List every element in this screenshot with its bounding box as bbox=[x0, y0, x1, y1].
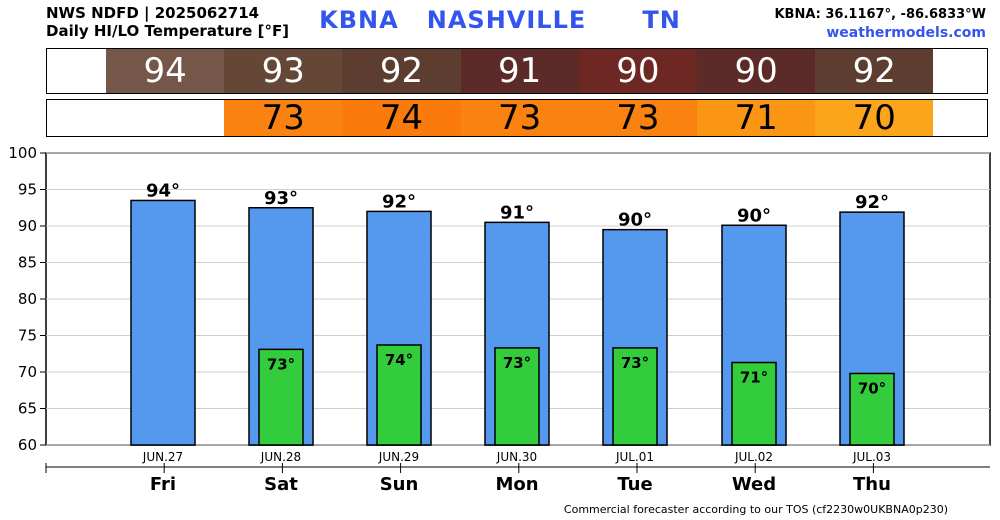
lo-temp-cell-1: 73 bbox=[224, 98, 343, 138]
lo-bar-label-3: 73° bbox=[503, 354, 531, 372]
lo-bar-label-2: 74° bbox=[385, 351, 413, 369]
ytick-label-65: 65 bbox=[18, 400, 37, 418]
lo-bar-4 bbox=[612, 347, 658, 446]
lo-temp-cell-5: 71 bbox=[697, 98, 816, 138]
header-info: NWS NDFD | 2025062714 Daily HI/LO Temper… bbox=[46, 4, 289, 40]
day-label-3: Mon bbox=[495, 474, 538, 495]
ytick-label-80: 80 bbox=[18, 290, 37, 308]
date-label-4: JUL.01 bbox=[615, 450, 654, 464]
ytick-label-100: 100 bbox=[8, 144, 37, 162]
date-label-0: JUN.27 bbox=[142, 450, 183, 464]
lo-temp-cell-2: 74 bbox=[342, 98, 461, 138]
hi-temp-cell-1: 93 bbox=[224, 49, 343, 93]
lo-temp-cell-0 bbox=[106, 100, 225, 136]
ytick-label-70: 70 bbox=[18, 363, 37, 381]
footer-note: Commercial forecaster according to our T… bbox=[563, 503, 948, 516]
ytick-label-85: 85 bbox=[18, 254, 37, 272]
temperature-chart: 60 65 70 75 80 85 90 95 100 94° JUN.27 Fri 93° 73° JUN… bbox=[8, 144, 991, 495]
lo-temp-cell-4: 73 bbox=[578, 98, 697, 138]
hi-bar-label-5: 90° bbox=[737, 205, 771, 226]
location-title: KBNA NASHVILLE TN bbox=[0, 6, 1000, 34]
station-id: KBNA bbox=[319, 6, 399, 34]
day-label-2: Sun bbox=[380, 474, 419, 495]
hi-bar-label-1: 93° bbox=[264, 188, 298, 209]
day-label-1: Sat bbox=[264, 474, 298, 495]
hi-temp-cell-0: 94 bbox=[106, 49, 225, 93]
hi-temp-cell-3: 91 bbox=[460, 49, 579, 93]
lo-bar-2 bbox=[376, 344, 422, 446]
hi-bar-label-2: 92° bbox=[382, 191, 416, 212]
date-label-1: JUN.28 bbox=[260, 450, 301, 464]
lo-temp-row: 73 74 73 73 71 70 bbox=[46, 98, 988, 138]
state-name: TN bbox=[642, 6, 681, 34]
day-label-6: Thu bbox=[853, 474, 891, 495]
lo-bar-label-4: 73° bbox=[621, 354, 649, 372]
lo-temp-cell-6: 70 bbox=[815, 98, 934, 138]
ytick-label-60: 60 bbox=[18, 436, 37, 454]
ytick-label-95: 95 bbox=[18, 181, 37, 199]
hi-bar-label-3: 91° bbox=[500, 202, 534, 223]
day-label-4: Tue bbox=[617, 474, 652, 495]
day-label-5: Wed bbox=[732, 474, 776, 495]
hi-temp-cell-2: 92 bbox=[342, 49, 461, 93]
hi-bar-label-6: 92° bbox=[855, 192, 889, 213]
lo-bar-label-1: 73° bbox=[267, 355, 295, 373]
hi-temp-row: 94 93 92 91 90 90 92 bbox=[46, 48, 988, 94]
header-right: KBNA: 36.1167°, -86.6833°W weathermodels… bbox=[774, 6, 986, 42]
day-label-0: Fri bbox=[150, 474, 176, 495]
coordinates: KBNA: 36.1167°, -86.6833°W bbox=[774, 7, 986, 22]
ytick-label-90: 90 bbox=[18, 217, 37, 235]
product-line: Daily HI/LO Temperature [°F] bbox=[46, 22, 290, 40]
lo-bar-3 bbox=[494, 347, 540, 446]
date-label-3: JUN.30 bbox=[496, 450, 537, 464]
lo-bar-5 bbox=[731, 361, 777, 446]
city-name: NASHVILLE bbox=[426, 6, 587, 34]
lo-bar-label-5: 71° bbox=[740, 369, 768, 387]
ytick-label-75: 75 bbox=[18, 327, 37, 345]
date-label-5: JUL.02 bbox=[734, 450, 773, 464]
site-link[interactable]: weathermodels.com bbox=[826, 25, 986, 41]
date-label-6: JUL.03 bbox=[852, 450, 891, 464]
source-line: NWS NDFD | 2025062714 bbox=[46, 4, 260, 22]
hi-bar-0 bbox=[130, 199, 196, 446]
hi-bar-label-0: 94° bbox=[146, 180, 180, 201]
date-label-2: JUN.29 bbox=[378, 450, 419, 464]
hi-bar-label-4: 90° bbox=[618, 210, 652, 231]
hi-temp-cell-5: 90 bbox=[697, 49, 816, 93]
lo-bar-1 bbox=[258, 348, 304, 446]
hi-temp-cell-6: 92 bbox=[815, 49, 934, 93]
lo-bar-6 bbox=[849, 372, 895, 446]
hi-temp-cell-4: 90 bbox=[578, 49, 697, 93]
lo-temp-cell-3: 73 bbox=[460, 98, 579, 138]
lo-bar-label-6: 70° bbox=[858, 379, 886, 397]
